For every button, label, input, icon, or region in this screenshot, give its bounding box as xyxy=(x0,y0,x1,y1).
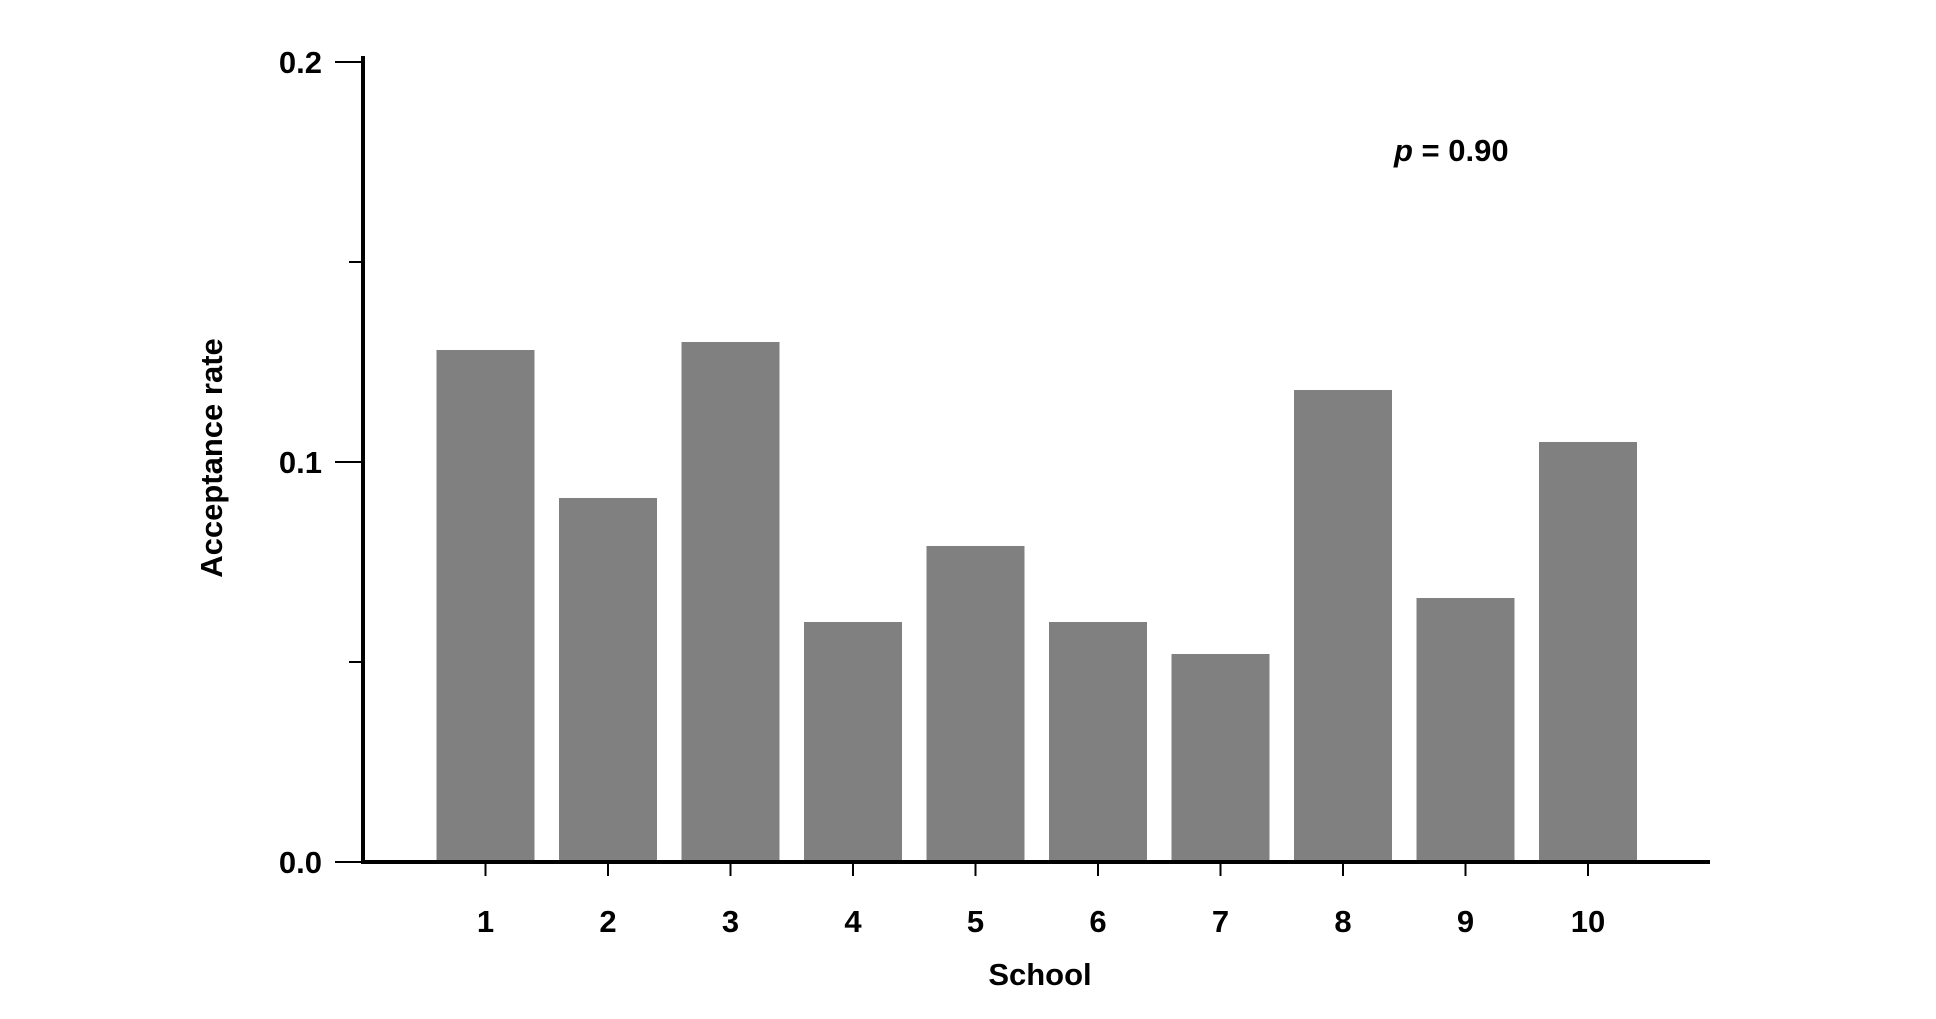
bar-school-5 xyxy=(926,546,1025,862)
bar-school-1 xyxy=(436,350,535,862)
x-axis-title: School xyxy=(988,957,1091,992)
x-tick-label-5: 5 xyxy=(967,904,984,939)
bar-school-10 xyxy=(1539,442,1637,862)
bar-school-8 xyxy=(1294,390,1392,862)
bar-school-2 xyxy=(559,498,657,862)
p-symbol: p xyxy=(1393,133,1413,168)
bar-school-9 xyxy=(1416,598,1515,862)
bar-school-3 xyxy=(681,342,780,862)
x-tick-label-10: 10 xyxy=(1571,904,1605,939)
bar-school-4 xyxy=(804,622,902,862)
x-tick-label-2: 2 xyxy=(599,904,616,939)
x-tick-label-3: 3 xyxy=(722,904,739,939)
axes-layer xyxy=(335,56,1710,876)
bar-school-6 xyxy=(1049,622,1147,862)
bar-school-7 xyxy=(1171,654,1270,862)
y-axis-title: Acceptance rate xyxy=(194,338,229,578)
x-tick-label-8: 8 xyxy=(1334,904,1351,939)
labels-layer: 1 2 3 4 5 6 7 8 9 10 0.0 0.1 0.2 xyxy=(279,45,1605,939)
y-tick-label-0.2: 0.2 xyxy=(279,45,322,80)
x-tick-label-1: 1 xyxy=(477,904,494,939)
y-tick-label-0.1: 0.1 xyxy=(279,445,322,480)
x-tick-label-4: 4 xyxy=(844,904,862,939)
x-tick-label-9: 9 xyxy=(1457,904,1474,939)
bars-layer xyxy=(436,342,1637,862)
p-value-annotation: p = 0.90 xyxy=(1393,133,1509,168)
y-tick-label-0.0: 0.0 xyxy=(279,845,322,880)
x-tick-label-7: 7 xyxy=(1212,904,1229,939)
p-value-text: = 0.90 xyxy=(1413,133,1509,168)
x-tick-label-6: 6 xyxy=(1089,904,1106,939)
